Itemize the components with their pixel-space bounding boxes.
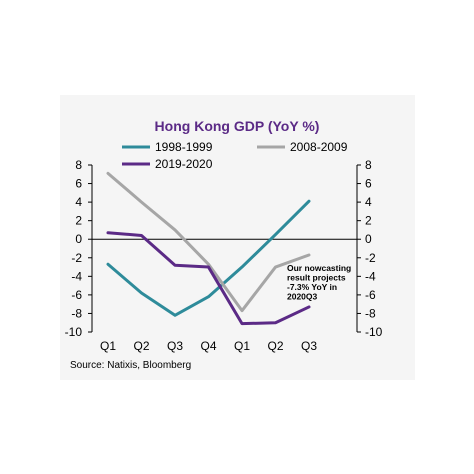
right-tick-label: 0 [365,232,372,246]
x-axis: Q1 Q2 Q3 Q4 Q1 Q2 Q3 [92,238,357,353]
chart-panel [60,95,415,380]
left-tick-label: 8 [75,158,82,172]
right-tick-label: 4 [365,195,372,209]
annotation-line: Our nowcasting [287,263,351,273]
right-tick-label: -10 [365,325,383,339]
x-tick-label: Q1 [234,339,250,353]
series-line [106,171,311,313]
right-tick-label: -6 [365,288,376,302]
annotation-line: -7.3% YoY in [287,282,337,292]
series-line [106,231,311,326]
left-tick-label: -10 [65,325,83,339]
right-tick-label: -2 [365,251,376,265]
series-layer [106,171,311,326]
x-tick-label: Q4 [200,339,216,353]
annotation-line: 2020Q3 [287,292,318,302]
right-tick-label: 2 [365,214,372,228]
left-tick-label: 6 [75,177,82,191]
legend-label: 2019-2020 [155,157,213,171]
x-tick-label: Q2 [267,339,283,353]
left-tick-label: -8 [71,306,82,320]
legend: 1998-1999 2008-2009 2019-2020 [122,140,348,171]
left-tick-label: -4 [71,269,82,283]
source-note: Source: Natixis, Bloomberg [70,360,191,371]
series-line [106,199,311,317]
right-tick-label: -8 [365,306,376,320]
left-tick-label: 4 [75,195,82,209]
legend-label: 2008-2009 [290,140,348,154]
left-tick-label: -6 [71,288,82,302]
left-tick-label: 0 [75,232,82,246]
legend-label: 1998-1999 [155,140,213,154]
right-y-axis: 8 6 4 2 0 -2 -4 -6 -8 -10 [356,158,383,339]
right-tick-label: 6 [365,177,372,191]
right-tick-label: 8 [365,158,372,172]
left-y-axis: 8 6 4 2 0 -2 -4 -6 -8 -10 [65,158,93,339]
annotation-line: result projects [287,273,346,283]
x-tick-label: Q3 [301,339,317,353]
left-tick-label: 2 [75,214,82,228]
x-tick-label: Q3 [167,339,183,353]
left-tick-label: -2 [71,251,82,265]
chart-title: Hong Kong GDP (YoY %) [155,118,320,134]
x-tick-label: Q2 [133,339,149,353]
x-tick-label: Q1 [100,339,116,353]
right-tick-label: -4 [365,269,376,283]
